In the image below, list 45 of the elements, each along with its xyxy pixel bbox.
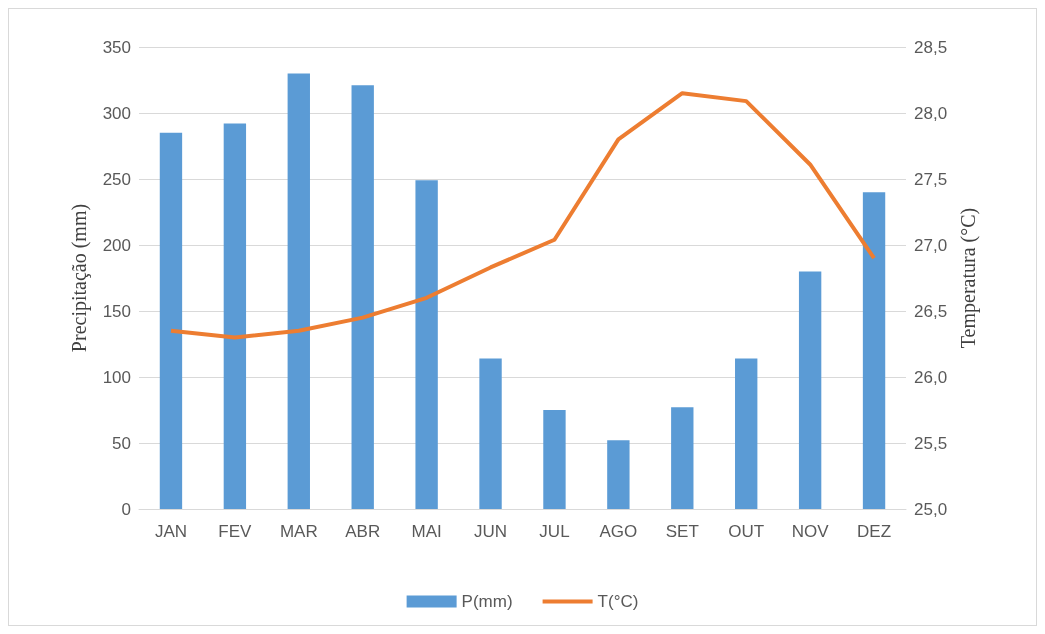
- bar: [798, 271, 822, 509]
- x-tick-label: JUN: [474, 522, 508, 541]
- y-tick-label: 250: [102, 169, 131, 189]
- y-tick-label: 350: [102, 37, 131, 57]
- bar: [862, 192, 886, 509]
- bar: [415, 180, 438, 509]
- y2-tick-label: 26,0: [914, 367, 948, 387]
- bar: [479, 358, 502, 509]
- bar: [287, 73, 310, 509]
- x-tick-label: FEV: [218, 522, 253, 541]
- bar: [607, 440, 630, 509]
- x-tick-label: JUL: [539, 522, 570, 541]
- y2-axis-title: Temperatura (°C): [956, 207, 980, 349]
- bar: [671, 407, 694, 509]
- x-tick-label: DEZ: [857, 522, 892, 541]
- bar: [351, 85, 374, 509]
- y-tick-label: 100: [102, 367, 131, 387]
- x-tick-label: ABR: [345, 522, 381, 541]
- x-tick-label: AGO: [599, 522, 638, 541]
- y-tick-label: 0: [121, 499, 131, 519]
- y2-tick-label: 27,0: [914, 235, 948, 255]
- legend-label: T(°C): [597, 592, 639, 611]
- x-tick-label: JAN: [154, 522, 188, 541]
- x-tick-label: SET: [665, 522, 699, 541]
- bar: [159, 132, 183, 509]
- y2-tick-label: 27,5: [914, 169, 948, 189]
- y2-tick-label: 28,0: [914, 103, 948, 123]
- y-tick-label: 200: [102, 235, 131, 255]
- y-tick-label: 150: [102, 301, 131, 321]
- y2-tick-label: 25,5: [914, 433, 948, 453]
- y-tick-label: 50: [112, 433, 131, 453]
- bar: [543, 410, 566, 509]
- y2-tick-label: 28,5: [914, 37, 948, 57]
- x-tick-label: OUT: [728, 522, 765, 541]
- y2-tick-label: 25,0: [914, 499, 948, 519]
- x-tick-label: MAI: [411, 522, 442, 541]
- x-tick-label: NOV: [791, 522, 830, 541]
- line-series: [168, 91, 877, 340]
- y-tick-label: 300: [102, 103, 131, 123]
- y-axis-title: Precipitação (mm): [68, 203, 91, 353]
- legend-label: P(mm): [461, 592, 513, 611]
- y2-tick-label: 26,5: [914, 301, 948, 321]
- bar: [735, 358, 758, 509]
- x-tick-label: MAR: [279, 522, 318, 541]
- bar: [223, 123, 247, 509]
